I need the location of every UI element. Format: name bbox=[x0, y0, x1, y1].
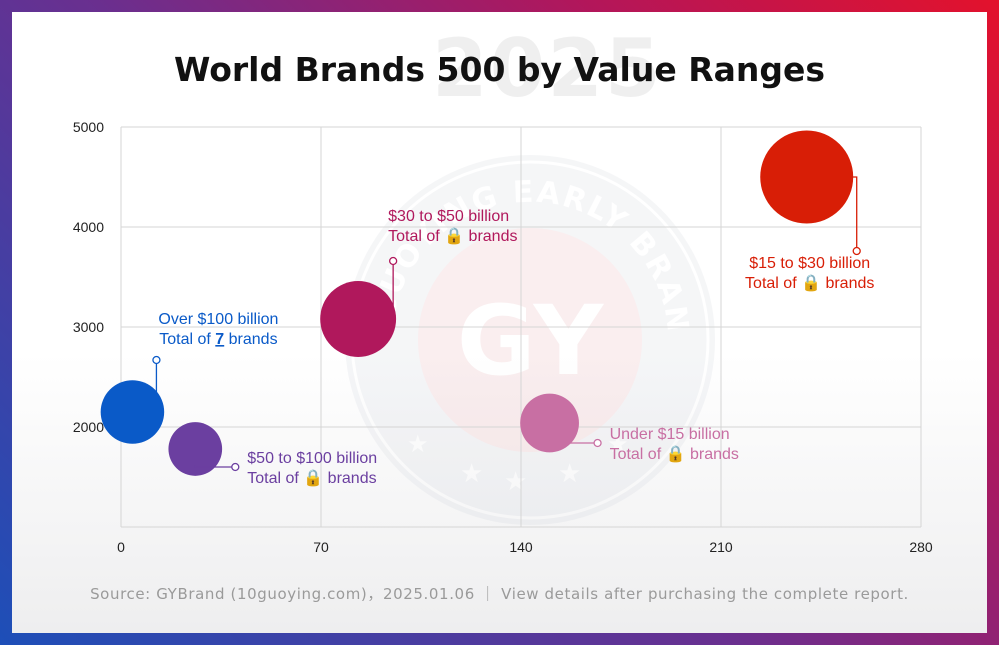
bubble-label-range: $30 to $50 billion bbox=[388, 208, 509, 225]
y-tick-label: 4000 bbox=[73, 219, 104, 235]
y-tick-label: 3000 bbox=[73, 319, 104, 335]
callout-line bbox=[194, 465, 236, 468]
brand-count-value: 7 bbox=[215, 331, 224, 348]
axis-ticks: 0 70 140 210 280 2000 3000 4000 5000 bbox=[73, 119, 933, 555]
bubble-label-count: Total of 🔒 brands bbox=[247, 469, 376, 487]
bubbles: Over $100 billion Total of 7 brands $50 to… bbox=[100, 130, 874, 487]
callout-line bbox=[548, 440, 598, 444]
bubble bbox=[100, 380, 165, 444]
callout-dot bbox=[152, 355, 161, 365]
bubble-label-range: Over $100 billion bbox=[158, 311, 278, 328]
svg-text:★: ★ bbox=[607, 431, 629, 458]
y-tick-label: 2000 bbox=[73, 419, 104, 435]
lock-icon: 🔒 bbox=[444, 227, 464, 245]
bubble bbox=[520, 393, 579, 453]
x-tick-label: 140 bbox=[509, 539, 533, 555]
chart-card: 2025 World Brands 500 by Value Ranges GU… bbox=[12, 12, 987, 633]
lock-icon: 🔒 bbox=[303, 469, 323, 487]
callout-line bbox=[392, 261, 395, 320]
lock-icon: 🔒 bbox=[666, 445, 686, 463]
y-tick-label: 5000 bbox=[73, 119, 104, 135]
watermark-seal-initials: GY bbox=[457, 285, 605, 397]
watermark-year: 2025 bbox=[432, 22, 663, 115]
chart-title: World Brands 500 by Value Ranges bbox=[173, 50, 826, 89]
svg-text:★: ★ bbox=[460, 458, 483, 488]
bubble-label-count: Total of 7 brands bbox=[159, 331, 277, 348]
bubble-label-count: Total of 🔒 brands bbox=[610, 445, 739, 463]
callout-line bbox=[155, 360, 163, 413]
bubble-label-range: $15 to $30 billion bbox=[749, 255, 870, 272]
callout-dot bbox=[593, 438, 602, 448]
callout-line bbox=[850, 176, 858, 251]
x-tick-label: 0 bbox=[117, 539, 125, 555]
bubble bbox=[760, 130, 854, 224]
source-note: Source: GYBrand (10guoying.com)，2025.01.… bbox=[90, 585, 909, 603]
bubble-label-count: Total of 🔒 brands bbox=[745, 274, 874, 292]
callout-dot bbox=[852, 246, 861, 256]
callout-dot bbox=[388, 256, 398, 266]
chart-plot: GUOYING EARLY BRAND INSTITUTE GY ★ ★ ★ ★… bbox=[12, 12, 933, 555]
svg-text:★: ★ bbox=[407, 431, 429, 458]
svg-text:★: ★ bbox=[504, 466, 527, 496]
bubble-label-range: Under $15 billion bbox=[610, 426, 730, 443]
callout-dot bbox=[231, 462, 240, 472]
bubble bbox=[320, 281, 397, 357]
lock-icon: 🔒 bbox=[801, 274, 821, 292]
x-tick-label: 280 bbox=[909, 539, 933, 555]
svg-text:★: ★ bbox=[558, 458, 581, 488]
bubble bbox=[168, 422, 223, 476]
x-tick-label: 70 bbox=[313, 539, 329, 555]
bubble-label-range: $50 to $100 billion bbox=[247, 450, 377, 467]
x-tick-label: 210 bbox=[709, 539, 733, 555]
bubble-label-count: Total of 🔒 brands bbox=[388, 227, 517, 245]
